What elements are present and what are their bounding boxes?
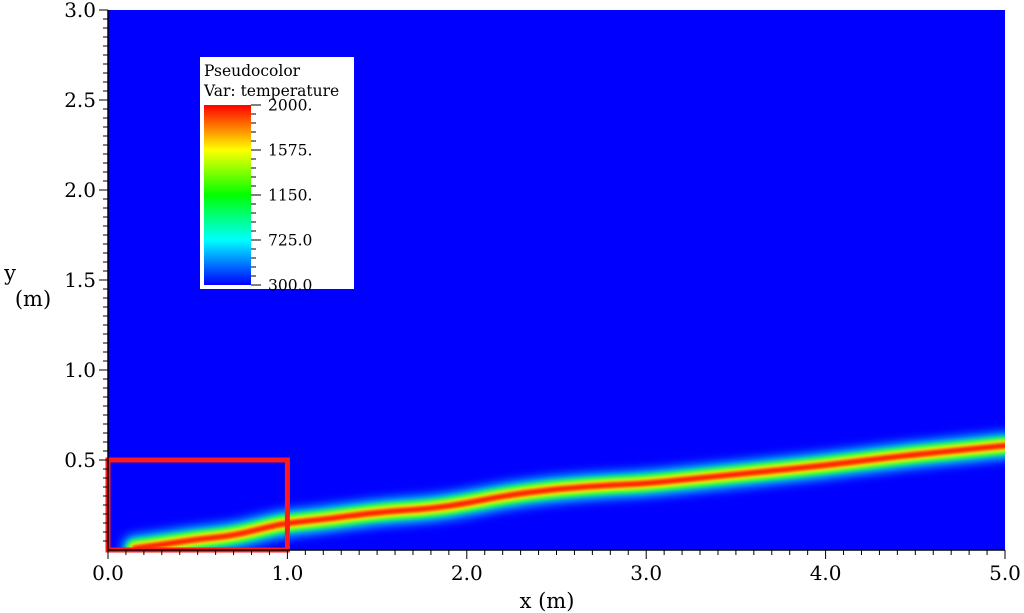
x-tick-label: 2.0 <box>451 561 483 585</box>
colorbar-ticks: 2000. 1575. 1150. 725.0 300.0 <box>251 97 312 295</box>
x-tick-label: 1.0 <box>271 561 303 585</box>
colorbar-tick-label: 2000. <box>268 97 312 115</box>
colorbar-legend: Pseudocolor Var: temperature 2000. 1575. 1… <box>200 57 354 295</box>
colorbar-tick-label: 1150. <box>268 187 312 205</box>
x-tick-label: 3.0 <box>630 561 662 585</box>
x-axis-ticks: 0.0 1.0 2.0 3.0 4.0 5.0 <box>92 550 1021 585</box>
y-tick-label: 1.5 <box>64 268 96 292</box>
x-tick-label: 0.0 <box>92 561 124 585</box>
colorbar <box>204 105 251 285</box>
y-tick-label: 1.0 <box>64 358 96 382</box>
legend-variable: Var: temperature <box>203 82 339 100</box>
legend-title: Pseudocolor <box>204 62 301 80</box>
x-tick-label: 4.0 <box>810 561 842 585</box>
y-axis-ticks: 0.5 1.0 1.5 2.0 2.5 3.0 <box>64 0 108 542</box>
flame-core-red <box>133 443 1005 550</box>
y-axis-title: y <box>3 261 16 285</box>
y-tick-label: 3.0 <box>64 0 96 22</box>
y-tick-label: 0.5 <box>64 448 96 472</box>
x-axis-title: x (m) <box>520 589 575 613</box>
y-tick-label: 2.0 <box>64 178 96 202</box>
flame-plume <box>121 432 1005 550</box>
x-tick-label: 5.0 <box>989 561 1021 585</box>
y-axis-unit: (m) <box>15 287 51 311</box>
colorbar-tick-label: 1575. <box>268 142 312 160</box>
y-tick-label: 2.5 <box>64 88 96 112</box>
colorbar-tick-label: 300.0 <box>268 277 312 295</box>
colorbar-tick-label: 725.0 <box>268 232 312 250</box>
